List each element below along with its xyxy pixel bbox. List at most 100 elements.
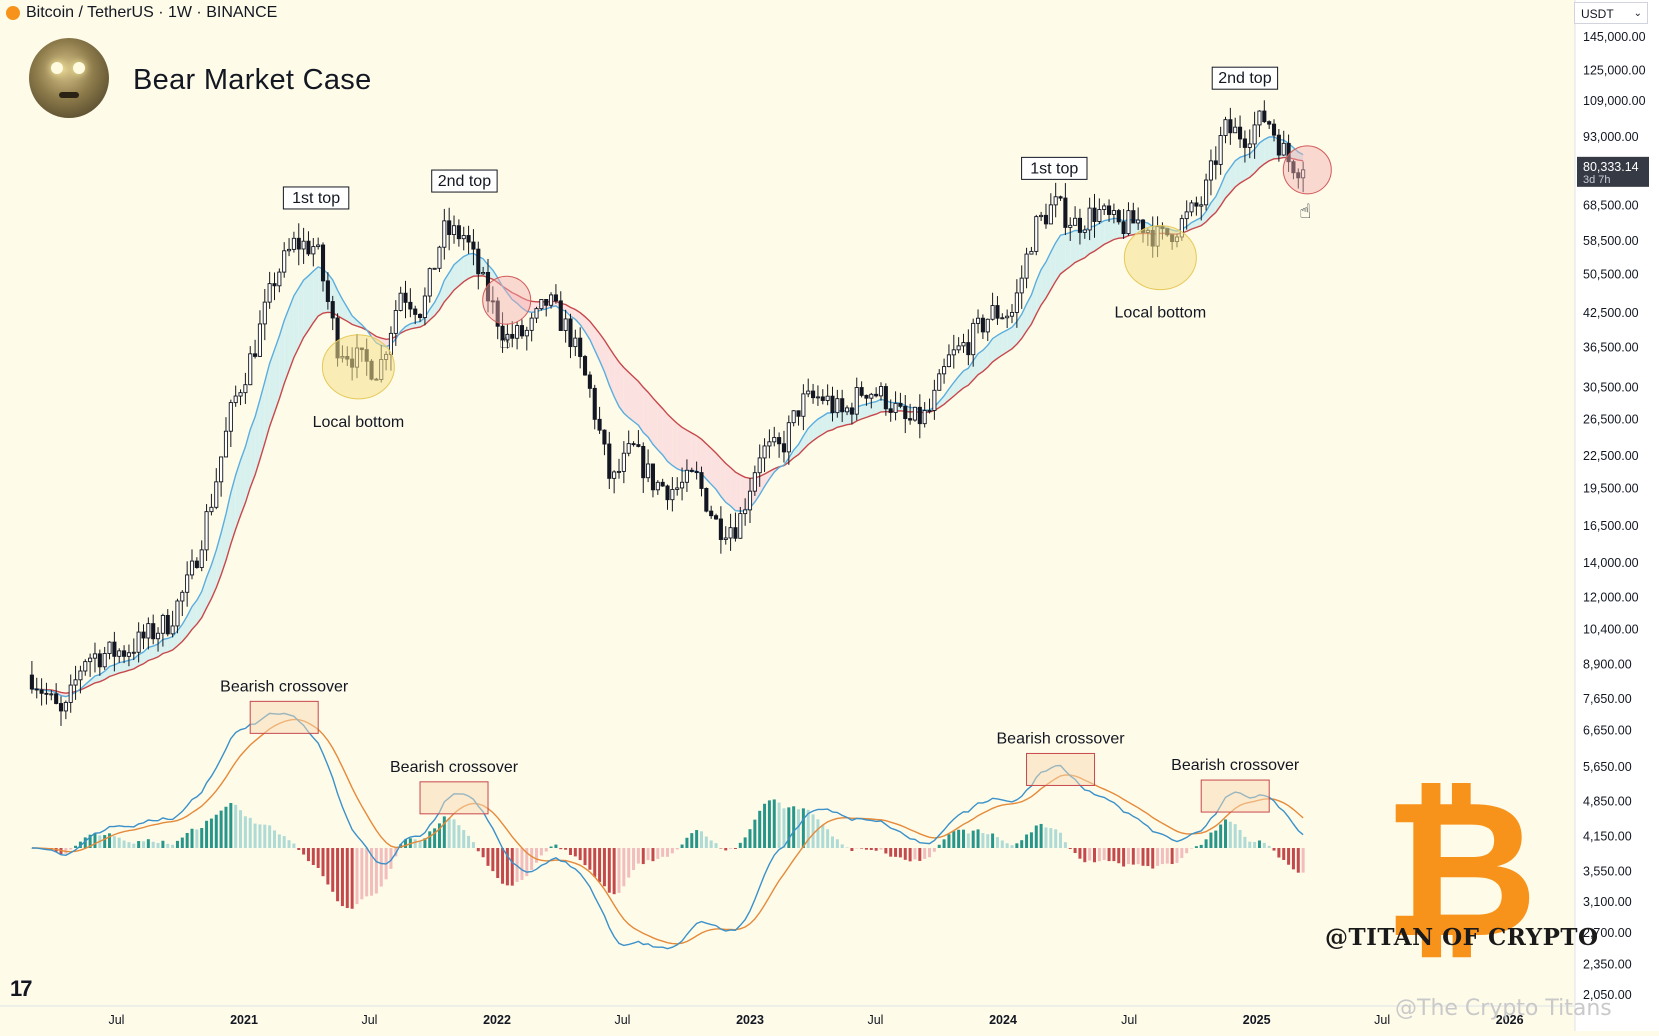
crossover-box <box>420 782 488 814</box>
price-tick-label: 2,350.00 <box>1583 957 1632 971</box>
macd-histogram-bar <box>1214 831 1217 848</box>
macd-histogram-bar <box>317 848 320 868</box>
macd-histogram-bar <box>865 848 868 850</box>
candle <box>860 381 863 397</box>
time-tick-label: 2022 <box>483 1013 511 1027</box>
macd-histogram-bar <box>186 833 189 848</box>
ema-ribbon-segment <box>313 267 318 323</box>
candle <box>1195 197 1198 216</box>
macd-histogram-bar <box>768 800 771 848</box>
macd-histogram-bar <box>1001 840 1004 848</box>
macd-histogram-bar <box>986 834 989 848</box>
candle <box>307 231 310 256</box>
candle <box>525 327 528 351</box>
macd-histogram-bar <box>613 848 616 894</box>
candle-body <box>1001 318 1004 319</box>
candle <box>535 307 538 323</box>
macd-histogram-bar <box>996 837 999 848</box>
symbol-header[interactable]: Bitcoin / TetherUS · 1W · BINANCE <box>6 4 277 22</box>
macd-histogram-bar <box>574 848 577 856</box>
ema-ribbon <box>32 137 1303 697</box>
price-tick-label: 8,900.00 <box>1583 658 1632 672</box>
candle-body <box>724 538 727 540</box>
macd-histogram-bar <box>365 848 368 896</box>
macd-histogram-bar <box>1219 825 1222 848</box>
candle-body <box>714 516 717 519</box>
macd-histogram-bar <box>118 838 121 848</box>
crossover-label: Bearish crossover <box>220 678 349 695</box>
candle <box>554 284 557 304</box>
candle <box>312 238 315 266</box>
macd-histogram-bar <box>632 848 635 870</box>
macd-histogram-bar <box>875 848 878 851</box>
top-label: 1st top <box>292 190 340 207</box>
candle <box>913 407 916 422</box>
candle-body <box>253 354 256 357</box>
candle-body <box>1112 211 1115 215</box>
macd-histogram-bar <box>1103 848 1106 860</box>
candle-body <box>913 407 916 420</box>
candle <box>976 309 979 333</box>
ema-ribbon-segment <box>711 448 716 489</box>
price-tick-label: 3,100.00 <box>1583 895 1632 909</box>
candle-body <box>45 693 48 694</box>
price-tick-label: 36,500.00 <box>1583 340 1639 354</box>
macd-panel <box>30 713 1304 948</box>
candle-body <box>642 446 645 477</box>
macd-histogram-bar <box>705 837 708 848</box>
macd-histogram-bar <box>210 819 213 848</box>
macd-histogram-bar <box>763 804 766 848</box>
macd-histogram-bar <box>331 848 334 892</box>
macd-histogram-bar <box>472 842 475 848</box>
candle-body <box>278 272 281 286</box>
macd-histogram-bar <box>1302 848 1305 873</box>
candle <box>297 223 300 265</box>
macd-histogram-bar <box>681 845 684 848</box>
candle-body <box>1098 210 1101 222</box>
tradingview-logo-icon[interactable]: 17 <box>10 976 30 1002</box>
macd-histogram-bar <box>904 848 907 860</box>
macd-histogram-bar <box>443 816 446 848</box>
macd-histogram-bar <box>336 848 339 901</box>
macd-histogram-bar <box>375 848 378 893</box>
macd-histogram-bar <box>749 829 752 848</box>
candle <box>457 219 460 246</box>
macd-histogram-bar <box>540 848 543 855</box>
candle-body <box>1117 211 1120 222</box>
macd-histogram-bar <box>93 833 96 848</box>
macd-histogram-bar <box>205 821 208 848</box>
currency-selector-value: USDT <box>1581 7 1614 21</box>
macd-histogram-bar <box>1268 846 1271 848</box>
macd-histogram-bar <box>778 803 781 848</box>
candle <box>714 514 717 520</box>
candle-body <box>428 269 431 296</box>
candle <box>224 417 227 457</box>
candle <box>108 641 111 659</box>
macd-histogram-bar <box>1282 848 1285 860</box>
ema-ribbon-segment <box>731 468 736 511</box>
candle-body <box>317 245 320 247</box>
brand-watermark: @TITAN OF CRYPTO <box>1325 924 1599 951</box>
macd-histogram-bar <box>962 830 965 848</box>
candle-body <box>1103 206 1106 210</box>
candles <box>30 100 1304 726</box>
candle-body <box>404 293 407 302</box>
candle-body <box>734 528 737 539</box>
macd-histogram-bar <box>278 834 281 848</box>
macd-histogram-bar <box>972 831 975 848</box>
candle-body <box>593 388 596 419</box>
candle <box>583 355 586 376</box>
macd-histogram-bar <box>1093 848 1096 862</box>
macd-histogram-bar <box>1044 827 1047 848</box>
candle <box>1054 183 1057 217</box>
candle-body <box>1006 316 1009 318</box>
candle-body <box>603 430 606 444</box>
macd-histogram-bar <box>617 848 620 893</box>
macd-histogram-bar <box>1253 842 1256 848</box>
candle-body <box>433 268 436 269</box>
crossover-box <box>1027 753 1095 785</box>
currency-selector[interactable]: USDT ⌄ <box>1574 2 1648 24</box>
macd-histogram-bar <box>433 828 436 848</box>
macd-histogram-bar <box>1239 830 1242 848</box>
candle-body <box>1263 111 1266 122</box>
